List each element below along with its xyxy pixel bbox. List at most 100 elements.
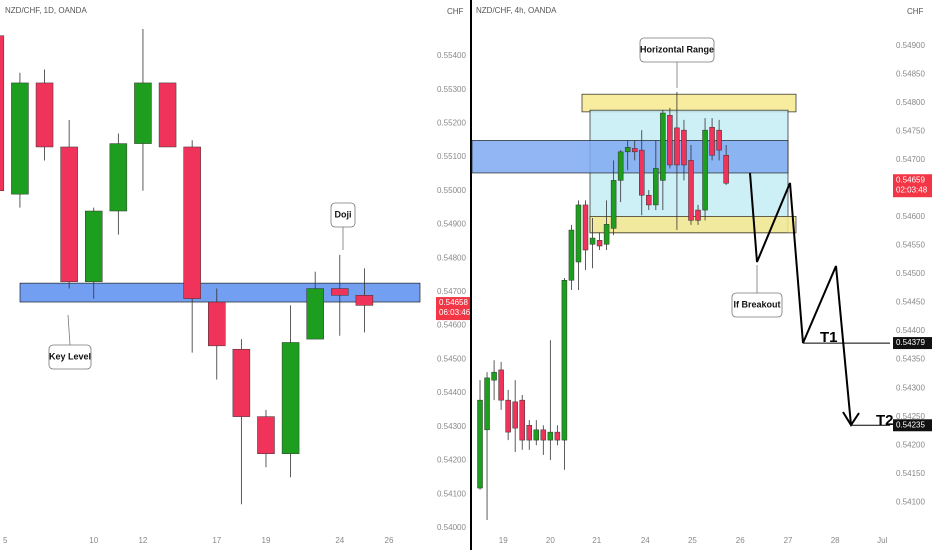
x-tick-label: 20 bbox=[546, 536, 555, 545]
candle-body bbox=[183, 146, 201, 299]
y-tick-label: 0.54800 bbox=[437, 253, 466, 262]
candle-body bbox=[35, 82, 54, 148]
zone bbox=[471, 140, 789, 174]
candle-body bbox=[306, 288, 324, 340]
candle-body bbox=[603, 224, 610, 245]
y-tick-label: 0.54100 bbox=[437, 489, 466, 498]
target-price-box bbox=[893, 337, 932, 350]
candle-body bbox=[281, 342, 300, 454]
candle-body bbox=[60, 146, 78, 283]
candle-body bbox=[667, 115, 673, 166]
x-tick-label: 27 bbox=[784, 536, 793, 545]
axis-unit: CHF bbox=[907, 7, 924, 16]
y-tick-label: 0.54000 bbox=[437, 523, 466, 532]
x-tick-label: 5 bbox=[3, 536, 8, 545]
axis-unit: CHF bbox=[447, 7, 464, 16]
y-tick-label: 0.54750 bbox=[896, 126, 925, 135]
y-tick-label: 0.54450 bbox=[896, 298, 925, 307]
candle-body bbox=[568, 229, 575, 281]
chart-title: NZD/CHF, 1D, OANDA bbox=[5, 6, 87, 15]
target-price-box bbox=[893, 419, 932, 432]
candle-body bbox=[134, 82, 152, 144]
candle-body bbox=[653, 168, 659, 206]
callout-box bbox=[731, 292, 783, 318]
candle-body bbox=[617, 151, 624, 181]
x-tick-label: Jul bbox=[877, 536, 887, 545]
candle-body bbox=[208, 301, 226, 347]
candle-body bbox=[582, 204, 589, 251]
candle-body bbox=[355, 295, 374, 306]
candle-body bbox=[0, 35, 5, 192]
target-name: T2 bbox=[876, 412, 894, 429]
candle-body bbox=[505, 399, 511, 433]
candle-body bbox=[589, 237, 596, 245]
y-tick-label: 0.55400 bbox=[437, 51, 466, 60]
x-tick-label: 17 bbox=[212, 536, 221, 545]
last-price-label: 0.54658 bbox=[439, 298, 468, 307]
y-tick-label: 0.54700 bbox=[896, 155, 925, 164]
projection-arrow bbox=[749, 172, 852, 426]
callout-text: Horizontal Range bbox=[640, 44, 714, 54]
y-tick-label: 0.54600 bbox=[437, 321, 466, 330]
last-price-label: 0.54659 bbox=[896, 175, 925, 184]
y-tick-label: 0.54600 bbox=[896, 212, 925, 221]
y-tick-label: 0.54300 bbox=[896, 383, 925, 392]
x-tick-label: 28 bbox=[831, 536, 840, 545]
y-tick-label: 0.54250 bbox=[896, 412, 925, 421]
candle-body bbox=[484, 377, 490, 431]
candle-body bbox=[610, 180, 617, 229]
candle-body bbox=[624, 147, 631, 153]
y-tick-label: 0.54350 bbox=[896, 355, 925, 364]
callout-box bbox=[330, 202, 356, 228]
callout-box bbox=[639, 37, 715, 63]
y-tick-label: 0.55100 bbox=[437, 152, 466, 161]
y-tick-label: 0.54100 bbox=[896, 497, 925, 506]
y-tick-label: 0.54400 bbox=[437, 388, 466, 397]
candle-body bbox=[575, 204, 582, 263]
x-tick-label: 25 bbox=[688, 536, 697, 545]
candle-body bbox=[540, 429, 547, 441]
candle-body bbox=[709, 127, 715, 156]
target-price-label: 0.54235 bbox=[896, 420, 925, 429]
y-tick-label: 0.54900 bbox=[896, 41, 925, 50]
countdown-label: 06:03:46 bbox=[439, 308, 471, 317]
x-tick-label: 19 bbox=[499, 536, 508, 545]
x-tick-label: 10 bbox=[89, 536, 98, 545]
y-tick-label: 0.54900 bbox=[437, 220, 466, 229]
candle-body bbox=[512, 401, 518, 429]
x-tick-label: 24 bbox=[641, 536, 650, 545]
target-price-label: 0.54379 bbox=[896, 338, 925, 347]
candle-body bbox=[631, 148, 638, 153]
callout-text: Doji bbox=[335, 209, 352, 219]
y-tick-label: 0.55300 bbox=[437, 85, 466, 94]
candle-body bbox=[533, 429, 540, 441]
y-tick-label: 0.55200 bbox=[437, 118, 466, 127]
candle-body bbox=[232, 348, 251, 417]
zone bbox=[581, 93, 797, 113]
last-price-box bbox=[893, 174, 932, 198]
callout-text: Key Level bbox=[49, 351, 91, 361]
y-tick-label: 0.54800 bbox=[896, 98, 925, 107]
y-tick-label: 0.54150 bbox=[896, 469, 925, 478]
candle-body bbox=[702, 129, 708, 211]
y-tick-label: 0.54200 bbox=[896, 440, 925, 449]
candle-body bbox=[526, 425, 532, 441]
candle-body bbox=[681, 129, 687, 166]
x-tick-label: 12 bbox=[138, 536, 147, 545]
candle-body bbox=[109, 143, 128, 212]
candle-body bbox=[257, 416, 275, 454]
y-tick-label: 0.54500 bbox=[437, 354, 466, 363]
x-tick-label: 21 bbox=[592, 536, 601, 545]
candle-body bbox=[11, 82, 29, 195]
candle-body bbox=[660, 112, 666, 181]
candle-body bbox=[519, 399, 525, 441]
x-tick-label: 26 bbox=[736, 536, 745, 545]
candle-body bbox=[498, 369, 504, 401]
y-tick-label: 0.54550 bbox=[896, 241, 925, 250]
candle-body bbox=[716, 129, 722, 151]
last-price-box bbox=[436, 297, 470, 321]
candle-body bbox=[695, 209, 701, 221]
y-tick-label: 0.54700 bbox=[437, 287, 466, 296]
